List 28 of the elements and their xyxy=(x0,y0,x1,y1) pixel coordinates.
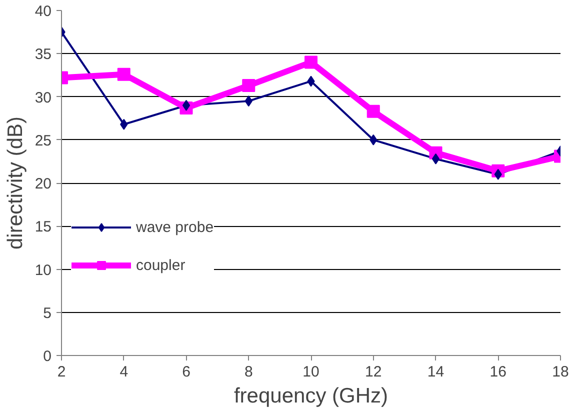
point xyxy=(242,79,256,92)
x-tick-label: 18 xyxy=(552,364,569,380)
y-axis-title: directivity (dB) xyxy=(4,116,27,250)
y-tick-label: 40 xyxy=(34,3,52,20)
y-tick-label: 10 xyxy=(34,262,52,279)
y-tick-label: 5 xyxy=(43,304,52,322)
point xyxy=(304,56,318,69)
x-tick-label: 4 xyxy=(120,364,128,380)
point xyxy=(182,100,190,111)
x-tick-label: 6 xyxy=(182,364,190,380)
x-tick-label: 16 xyxy=(490,364,506,380)
point xyxy=(366,104,380,118)
x-tick-label: 10 xyxy=(302,364,320,380)
y-tick-label: 25 xyxy=(34,132,52,150)
y-tick-label: 0 xyxy=(43,348,52,365)
y-tick-label: 30 xyxy=(34,89,52,106)
x-tick-label: 2 xyxy=(57,364,66,380)
legend-label: coupler xyxy=(136,256,186,274)
y-tick-label: 35 xyxy=(34,46,52,64)
point xyxy=(432,153,440,164)
x-tick-label: 12 xyxy=(365,364,382,380)
y-tick-label: 20 xyxy=(34,176,52,192)
x-tick-label: 8 xyxy=(244,364,253,380)
point xyxy=(117,68,130,81)
legend-label: wave probe xyxy=(136,218,214,236)
y-tick-label: 15 xyxy=(34,218,52,236)
x-tick-label: 14 xyxy=(427,364,444,380)
x-axis-title: frequency (GHz) xyxy=(234,384,388,408)
